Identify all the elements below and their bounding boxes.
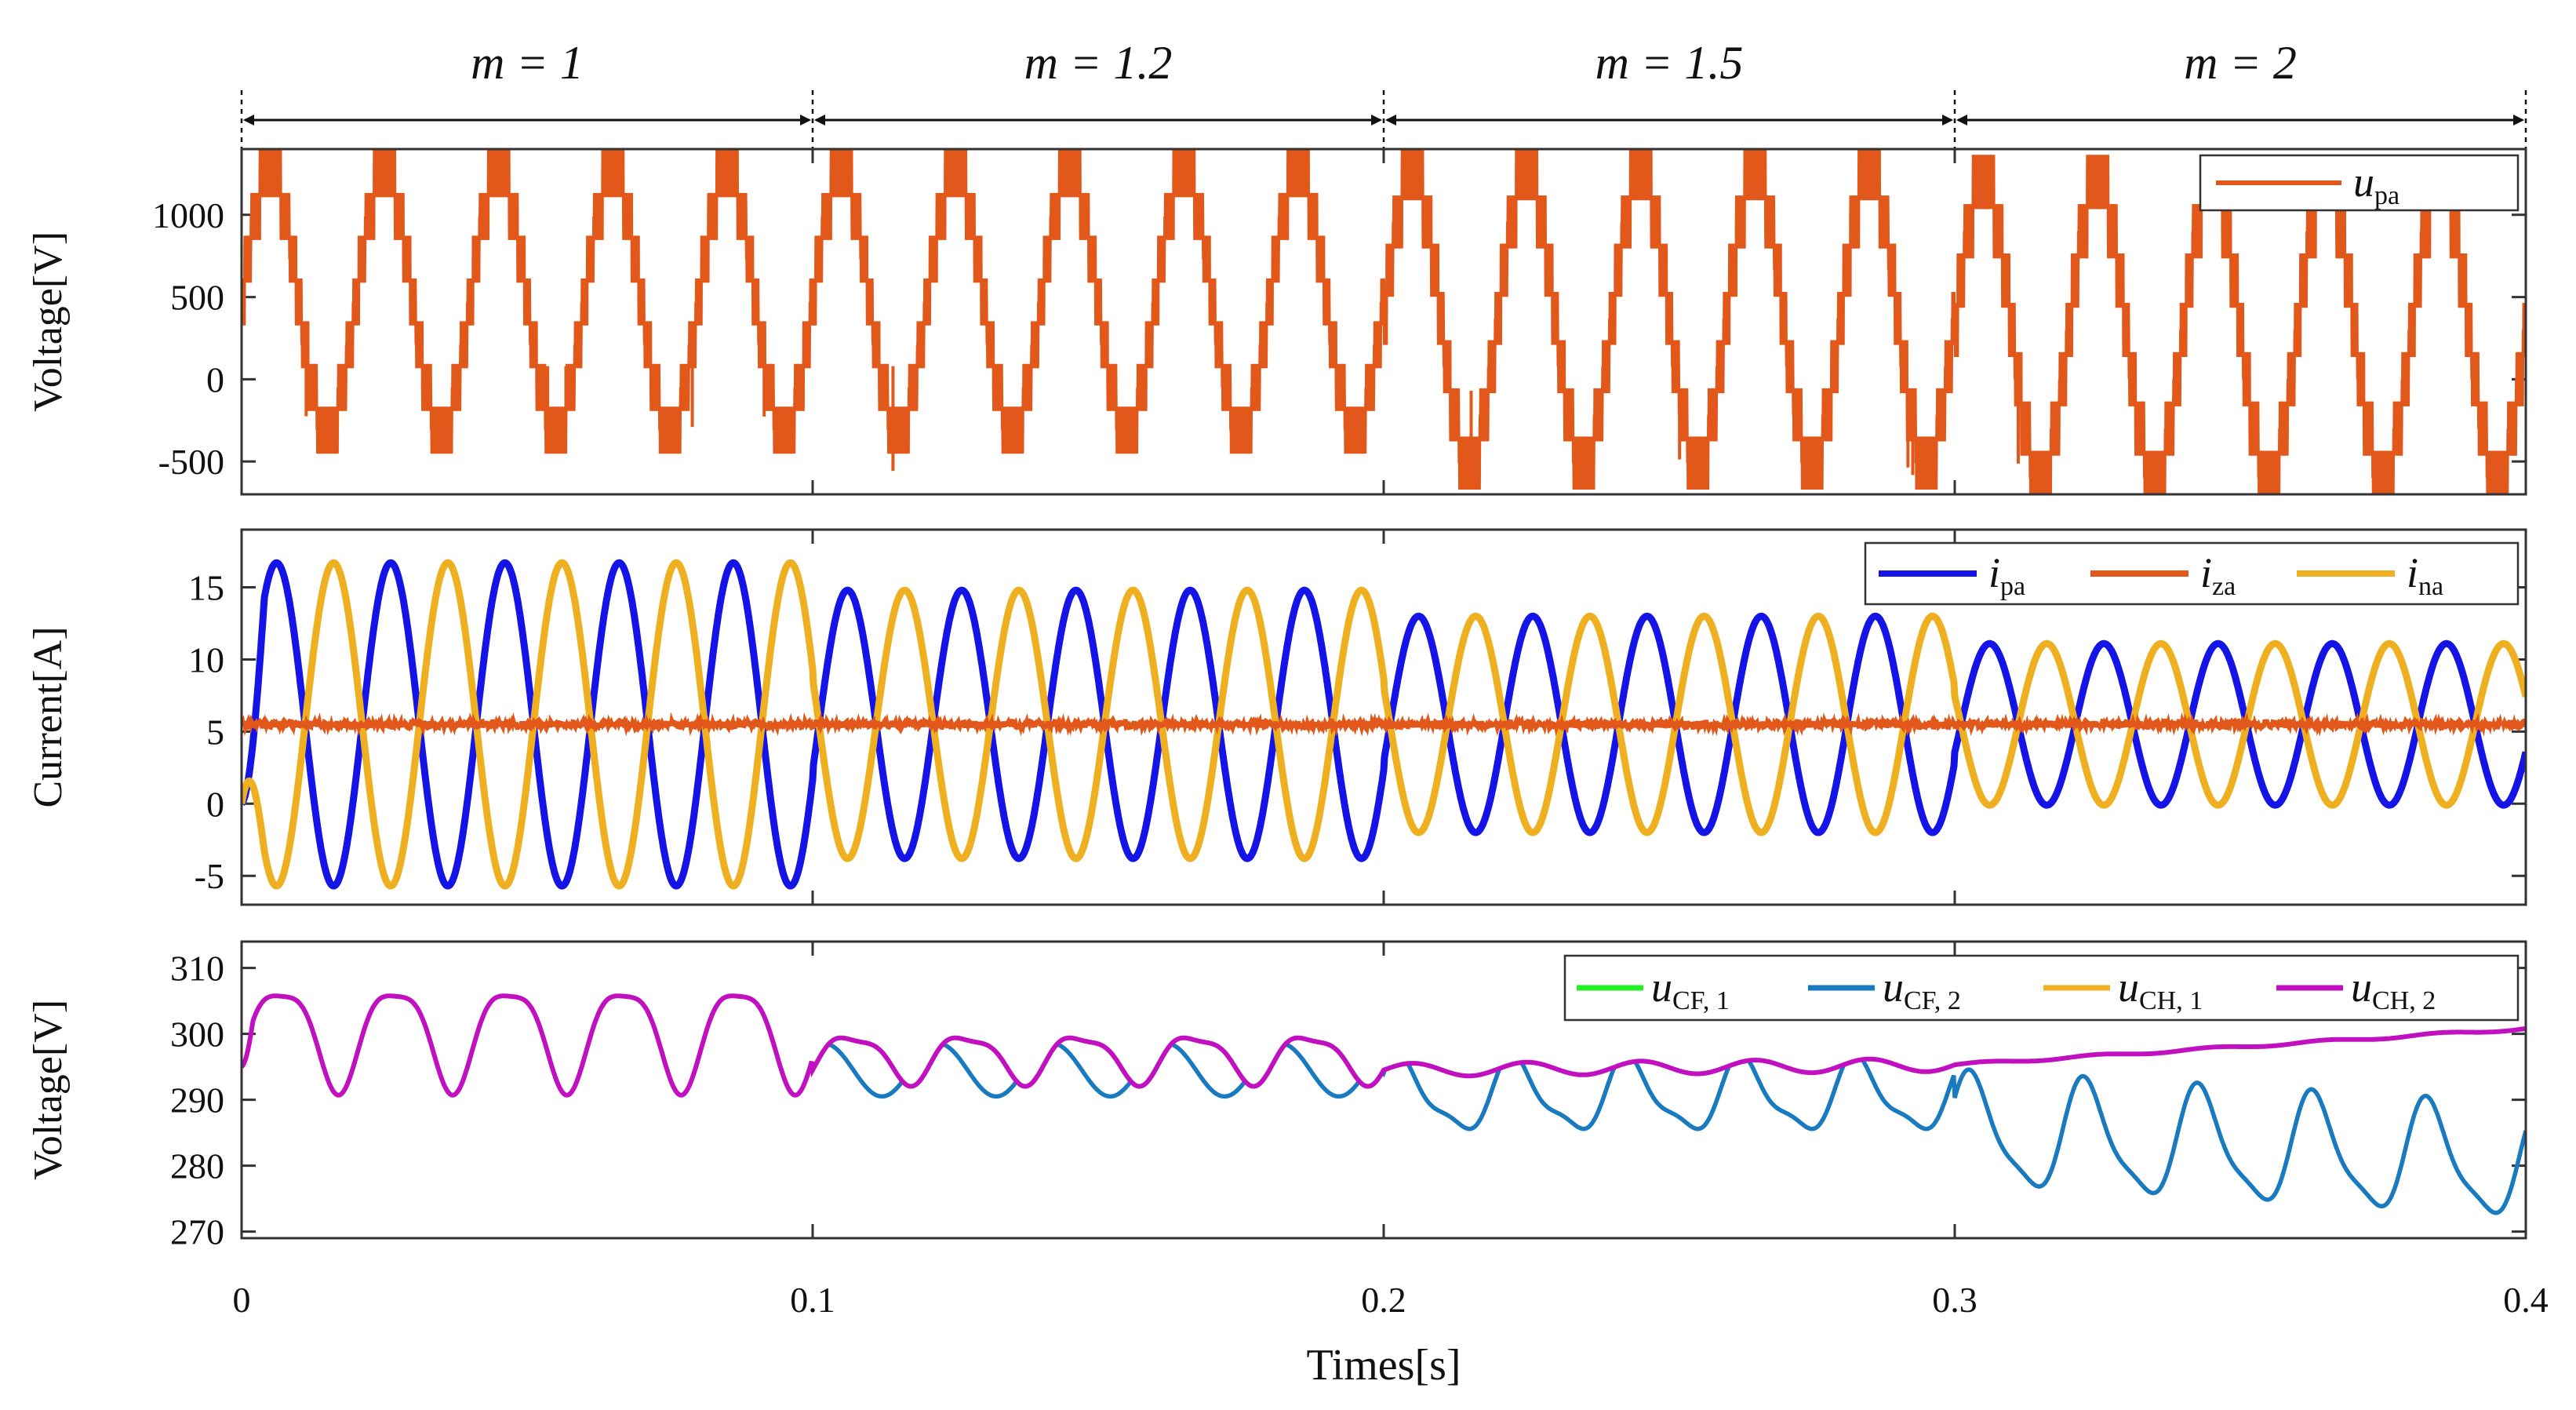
x-axis-ticks: 0 0.1 0.2 0.3 0.4 (233, 1280, 2549, 1320)
panel2-plot-area (242, 559, 2526, 890)
panel2-frame (240, 528, 2527, 906)
legend-label-i-pa: ipa (1988, 549, 2025, 601)
legend-label-u-CF-2: uCF, 2 (1883, 964, 1961, 1015)
panel3-plot-area (242, 993, 2526, 1215)
xtick-label: 0.1 (790, 1280, 835, 1320)
ytick-label: 1000 (152, 195, 224, 235)
ytick-label: 290 (170, 1080, 224, 1120)
panel2-ticks: 15 10 5 0 -5 (188, 530, 2526, 905)
legend-label-u-CF-1: uCF, 1 (1651, 964, 1730, 1015)
panel2-ylabel: Current[A] (26, 626, 71, 807)
panel3-frame (240, 940, 2527, 1240)
panel1-plot-area (242, 149, 2526, 494)
region-label: m = 1.2 (1024, 37, 1173, 89)
panel2-legend: ipa iza ina (1864, 541, 2520, 606)
ytick-label: 300 (170, 1015, 224, 1055)
xtick-label: 0.2 (1361, 1280, 1406, 1320)
ytick-label: 280 (170, 1146, 224, 1186)
region-annotations: m = 1 m = 1.2 m = 1.5 m = 2 (240, 37, 2527, 149)
panel-current: 15 10 5 0 -5 Current[A] ipa iza ina (26, 528, 2527, 906)
region-label: m = 1.5 (1595, 37, 1744, 89)
region-label: m = 1 (471, 37, 584, 89)
xtick-label: 0.4 (2503, 1280, 2549, 1320)
legend-label-u-CH-2: uCH, 2 (2351, 964, 2436, 1015)
panel1-frame (240, 148, 2527, 496)
ytick-label: 500 (170, 278, 224, 318)
ytick-label: -5 (195, 856, 224, 896)
panel3-ylabel: Voltage[V] (26, 1000, 71, 1180)
region-label: m = 2 (2184, 37, 2297, 89)
panel3-legend: uCF, 1 uCF, 2 uCH, 1 uCH, 2 (1563, 954, 2520, 1022)
panel1-legend: upa (2199, 154, 2520, 212)
legend-label-u-CH-1: uCH, 1 (2118, 964, 2203, 1015)
series-i-za-line (242, 712, 2526, 737)
series-u-pa-line (242, 149, 2526, 494)
panel1-ticks: 1000 500 0 -500 (152, 149, 2526, 494)
series-u-cf2-line (242, 993, 2526, 1215)
panel1-ylabel: Voltage[V] (26, 231, 71, 412)
legend-label-i-na: ina (2407, 549, 2443, 601)
ytick-label: 0 (206, 359, 224, 399)
xtick-label: 0.3 (1932, 1280, 1977, 1320)
series-i-na-line (242, 559, 2526, 890)
ytick-label: 310 (170, 949, 224, 989)
xtick-label: 0 (233, 1280, 251, 1320)
legend-box (1563, 954, 2520, 1022)
ytick-label: 0 (206, 784, 224, 824)
legend-label-i-za: iza (2200, 549, 2236, 601)
panel3-ticks: 310 300 290 280 270 (170, 942, 2526, 1252)
ytick-label: 270 (170, 1212, 224, 1252)
legend-label-u-pa: upa (2353, 158, 2400, 210)
x-axis-label: Times[s] (1306, 1341, 1461, 1390)
series-u-ch2-line (242, 993, 2526, 1098)
ytick-label: 10 (188, 639, 224, 679)
panel-voltage-upa: 1000 500 0 -500 Voltage[V] upa (26, 148, 2527, 496)
ytick-label: 5 (206, 712, 224, 752)
series-i-pa-line (242, 559, 2526, 890)
ytick-label: -500 (158, 442, 224, 482)
ytick-label: 15 (188, 568, 224, 608)
